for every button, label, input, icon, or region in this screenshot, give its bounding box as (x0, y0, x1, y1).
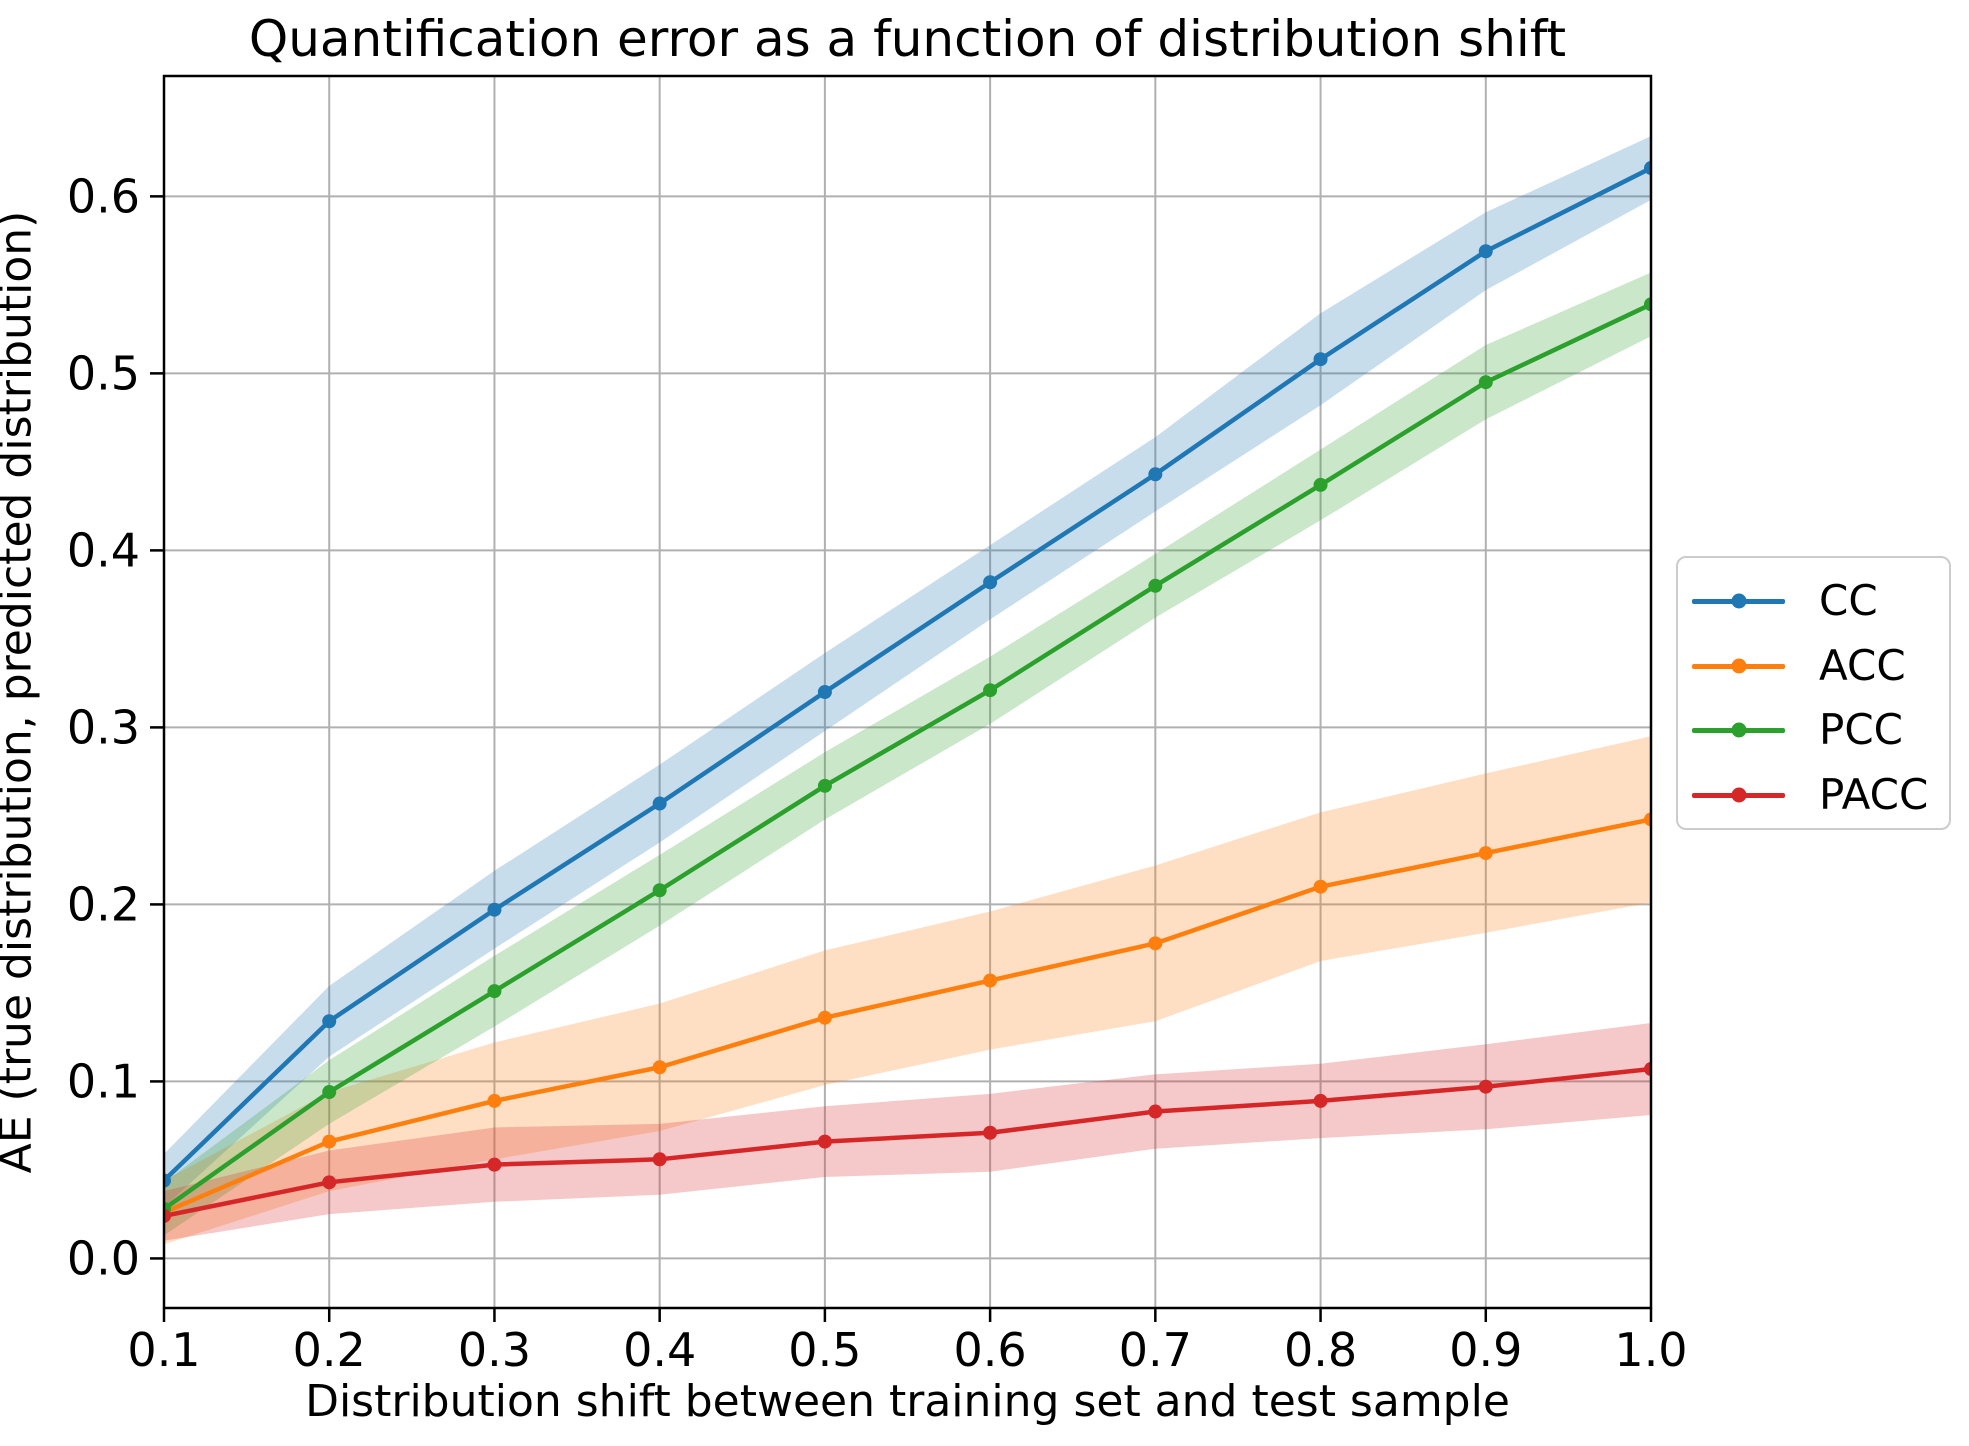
x-axis-label: Distribution shift between training set … (305, 1376, 1510, 1427)
data-point-acc (1644, 812, 1651, 827)
data-point-cc (1644, 161, 1651, 176)
data-point-pacc (652, 1152, 667, 1167)
legend-line-sample-cc (1692, 576, 1785, 626)
data-point-pcc (652, 883, 667, 898)
series-line-pacc (164, 1066, 1651, 1219)
series-band-pcc (164, 272, 1651, 1236)
legend-item-pcc: PCC (1678, 705, 1949, 755)
data-point-cc (1313, 352, 1328, 367)
legend-item-pacc: PACC (1678, 770, 1949, 820)
series-band-cc (164, 136, 1651, 1208)
data-point-cc (1148, 467, 1163, 482)
data-point-acc (1313, 879, 1328, 894)
data-point-cc (983, 575, 998, 590)
chart-title: Quantification error as a function of di… (248, 10, 1567, 68)
data-point-cc (652, 796, 667, 811)
data-point-pacc (1478, 1079, 1493, 1094)
data-point-pcc (817, 778, 832, 793)
data-point-acc (487, 1093, 502, 1108)
x-tick-label: 0.6 (954, 1323, 1027, 1377)
series-band-acc (164, 736, 1651, 1245)
y-tick-label: 0.0 (67, 1231, 140, 1285)
x-tick-label: 0.4 (623, 1323, 696, 1377)
series-band-pacc (164, 1023, 1651, 1241)
data-point-pcc (1148, 578, 1163, 593)
x-tick-label: 1.0 (1614, 1323, 1687, 1377)
data-point-cc (817, 685, 832, 699)
data-point-cc (487, 902, 502, 917)
data-point-pacc (1644, 1062, 1651, 1077)
legend-line-sample-pcc (1692, 705, 1785, 755)
x-tick-label: 0.1 (127, 1323, 200, 1377)
data-point-cc (164, 1173, 171, 1188)
x-tick-label: 0.5 (788, 1323, 861, 1377)
data-point-pacc (983, 1125, 998, 1140)
x-tick-label: 0.3 (458, 1323, 531, 1377)
x-tick-label: 0.8 (1284, 1323, 1357, 1377)
x-tick-label: 0.2 (293, 1323, 366, 1377)
x-tick-label: 0.9 (1449, 1323, 1522, 1377)
y-tick-label: 0.6 (67, 169, 140, 223)
legend-line-sample-pacc (1692, 770, 1785, 820)
y-tick-label: 0.2 (67, 877, 140, 931)
data-point-cc (322, 1014, 337, 1029)
data-point-acc (1478, 846, 1493, 861)
data-point-pacc (1148, 1104, 1163, 1119)
data-point-acc (322, 1134, 337, 1149)
data-point-pcc (1478, 375, 1493, 390)
y-tick-label: 0.3 (67, 700, 140, 754)
data-point-cc (1478, 244, 1493, 259)
series-line-cc (164, 166, 1651, 1183)
legend-label-acc: ACC (1819, 640, 1906, 690)
data-point-acc (652, 1060, 667, 1075)
legend-marker-dot (1731, 722, 1746, 738)
x-tick-label: 0.7 (1119, 1323, 1192, 1377)
y-tick-label: 0.4 (67, 523, 140, 577)
data-point-acc (817, 1010, 832, 1025)
legend-marker-dot (1731, 593, 1746, 609)
y-tick-label: 0.5 (67, 346, 140, 400)
plot-area (164, 136, 1651, 1245)
legend-label-cc: CC (1819, 576, 1878, 625)
legend-item-cc: CC (1678, 576, 1949, 626)
data-point-pacc (164, 1208, 171, 1223)
data-point-pacc (322, 1175, 337, 1190)
legend-marker-dot (1731, 787, 1746, 802)
data-point-pcc (487, 984, 502, 999)
data-point-pcc (983, 683, 998, 698)
legend-label-pacc: PACC (1819, 769, 1929, 819)
series-line-pcc (164, 302, 1651, 1211)
legend-line-sample-acc (1692, 641, 1785, 691)
data-point-pacc (817, 1134, 832, 1149)
data-point-pacc (487, 1157, 502, 1172)
legend-marker-dot (1731, 658, 1746, 673)
data-point-pcc (1313, 477, 1328, 492)
data-point-pcc (1644, 297, 1651, 312)
y-tick-label: 0.1 (67, 1054, 140, 1108)
legend-item-acc: ACC (1678, 641, 1949, 691)
data-point-acc (1148, 936, 1163, 951)
legend-label-pcc: PCC (1819, 705, 1903, 754)
data-point-pcc (322, 1085, 337, 1100)
series-line-acc (164, 817, 1651, 1215)
legend: CC ACC PCC PACC (1676, 556, 1951, 830)
data-point-acc (983, 973, 998, 988)
data-point-pacc (1313, 1093, 1328, 1108)
axes-spines (162, 74, 1653, 1310)
